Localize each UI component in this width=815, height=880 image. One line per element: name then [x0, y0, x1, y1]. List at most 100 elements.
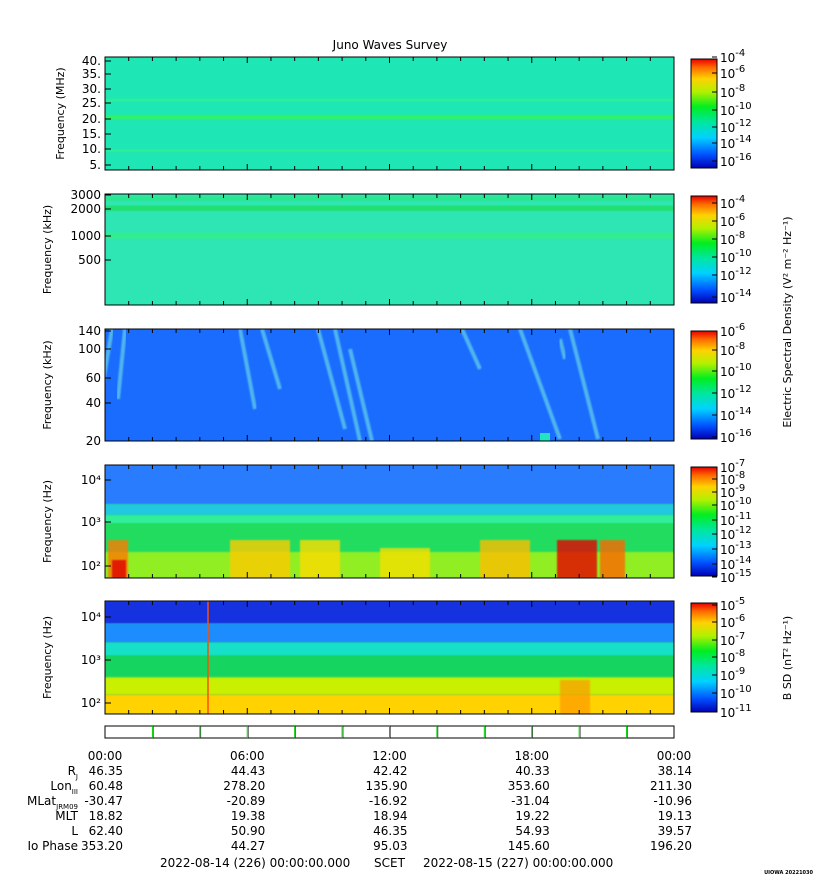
colorbar-tick-base: 10 [720, 325, 735, 339]
colorbar [690, 466, 718, 577]
panel-content [105, 465, 674, 578]
ephemeris-value: 42.42 [373, 764, 407, 778]
panel-background [105, 194, 674, 305]
colorbar-tick-exponent: -10 [735, 496, 751, 507]
colorbar-tick-exponent: -10 [735, 101, 751, 112]
y-tick-label: 35. [82, 67, 101, 81]
colorbar-tick-label: 10-14 [720, 555, 752, 572]
time-tick-label: 00:00 [88, 749, 123, 763]
spectral-band [105, 205, 674, 211]
emission-blob [380, 548, 430, 578]
colorbar-tick-label: 10-13 [720, 540, 752, 557]
colorbar-tick-exponent: -4 [735, 48, 745, 59]
y-tick-label: 140 [78, 324, 101, 338]
colorbar-tick-exponent: -14 [735, 134, 751, 145]
y-tick-label: 5. [90, 158, 101, 172]
y-tick-label: 10. [82, 142, 101, 156]
colorbar-tick-exponent: -9 [735, 666, 745, 677]
emission-streak [105, 329, 114, 384]
colorbar-tick-label: 10-6 [720, 322, 745, 339]
panel-content [105, 329, 674, 441]
colorbar-tick-exponent: -14 [735, 288, 751, 299]
colorbar-label: B SD (nT² Hz⁻¹) [781, 616, 794, 700]
ephemeris-value: 145.60 [508, 839, 550, 853]
ephemeris-value: 19.22 [515, 809, 549, 823]
y-tick-label: 3000 [70, 188, 101, 202]
colorbar-tick-label: 10-7 [720, 631, 745, 648]
colorbar-tick-exponent: -16 [735, 428, 751, 439]
ephemeris-value: 135.90 [366, 779, 408, 793]
colorbar-tick-exponent: -6 [735, 212, 745, 223]
y-tick-label: 100 [78, 342, 101, 356]
colorbar-tick-label: 10-12 [720, 118, 752, 135]
y-tick-label: 1000 [70, 229, 101, 243]
colorbar-tick-label: 10-6 [720, 212, 745, 229]
y-tick-label: 60 [86, 371, 101, 385]
ephemeris-label-text: R [68, 764, 76, 778]
colorbar-tick-base: 10 [720, 599, 735, 613]
spectral-band [105, 98, 674, 102]
colorbar-tick-base: 10 [720, 528, 735, 542]
colorbar-tick-base: 10 [720, 121, 735, 135]
emission-blob [557, 540, 597, 578]
colorbar-tick-base: 10 [720, 687, 735, 701]
colorbar-tick-base: 10 [720, 514, 735, 528]
colorbar-label: Electric Spectral Density (V² m⁻² Hz⁻¹) [781, 216, 794, 427]
colorbar-tick-base: 10 [720, 558, 735, 572]
colorbar-tick-base: 10 [720, 634, 735, 648]
colorbar-tick-base: 10 [720, 86, 735, 100]
y-tick-label: 10⁴ [81, 473, 101, 487]
ephemeris-value: 19.38 [231, 809, 265, 823]
colorbar-tick-label: 10-6 [720, 64, 745, 81]
ephemeris-label-text: L [71, 824, 78, 838]
spectral-band [105, 232, 674, 239]
emission-streak [348, 348, 374, 441]
colorbar-tick-label: 10-10 [720, 684, 752, 701]
colorbar-tick-base: 10 [720, 499, 735, 513]
emission-blob [300, 540, 340, 578]
colorbar-tick-base: 10 [720, 215, 735, 229]
ephemeris-value: 196.20 [650, 839, 692, 853]
emission-blob [230, 540, 290, 578]
colorbar-tick-exponent: -11 [735, 511, 751, 522]
y-tick-label: 10⁴ [81, 610, 101, 624]
y-tick-label: 25. [82, 96, 101, 110]
colorbar-tick-exponent: -8 [735, 230, 745, 241]
ephemeris-row-label: MLatJRM09 [27, 794, 78, 811]
scet-label: SCET [374, 856, 406, 870]
ephemeris-value: 39.57 [658, 824, 692, 838]
panel-background [105, 329, 674, 441]
ephemeris-value: 40.33 [515, 764, 549, 778]
colorbar-tick-exponent: -4 [735, 194, 745, 205]
colorbar-tick-base: 10 [720, 269, 735, 283]
spectral-band [105, 114, 674, 120]
spectral-band [105, 515, 674, 524]
colorbar-tick-label: 10-8 [720, 341, 745, 358]
ephemeris-value: 18.94 [373, 809, 407, 823]
colorbar-tick-label: 10-12 [720, 266, 752, 283]
colorbar [690, 195, 718, 304]
y-tick-label: 10² [81, 696, 101, 710]
colorbar-tick-label: 10-4 [720, 48, 745, 65]
emission-patch [540, 433, 550, 441]
ephemeris-value: 44.27 [231, 839, 265, 853]
colorbar-tick-label: 10-15 [720, 568, 752, 585]
ephemeris-value: 353.60 [508, 779, 550, 793]
y-axis-label: Frequency (MHz) [54, 67, 67, 159]
y-tick-label: 10² [81, 559, 101, 573]
colorbar-tick-exponent: -14 [735, 555, 751, 566]
colorbar-tick-exponent: -12 [735, 525, 751, 536]
colorbar-tick-label: 10-8 [720, 230, 745, 247]
emission-streak [333, 329, 362, 441]
spectrogram-panel-1: 40.35.30.25. 20.15.10. 5. Frequency (MHz) 10… [54, 48, 752, 172]
ephemeris-value: 44.43 [231, 764, 265, 778]
ephemeris-label-text: Io Phase [27, 839, 78, 853]
colorbar-tick-label: 10-12 [720, 384, 752, 401]
colorbar-tick-exponent: -10 [735, 362, 751, 373]
ephemeris-row-label: Io Phase [27, 839, 78, 853]
ephemeris-value: -20.89 [227, 794, 266, 808]
colorbar-tick-exponent: -13 [735, 540, 751, 551]
y-axis-label: Frequency (Hz) [41, 616, 54, 699]
